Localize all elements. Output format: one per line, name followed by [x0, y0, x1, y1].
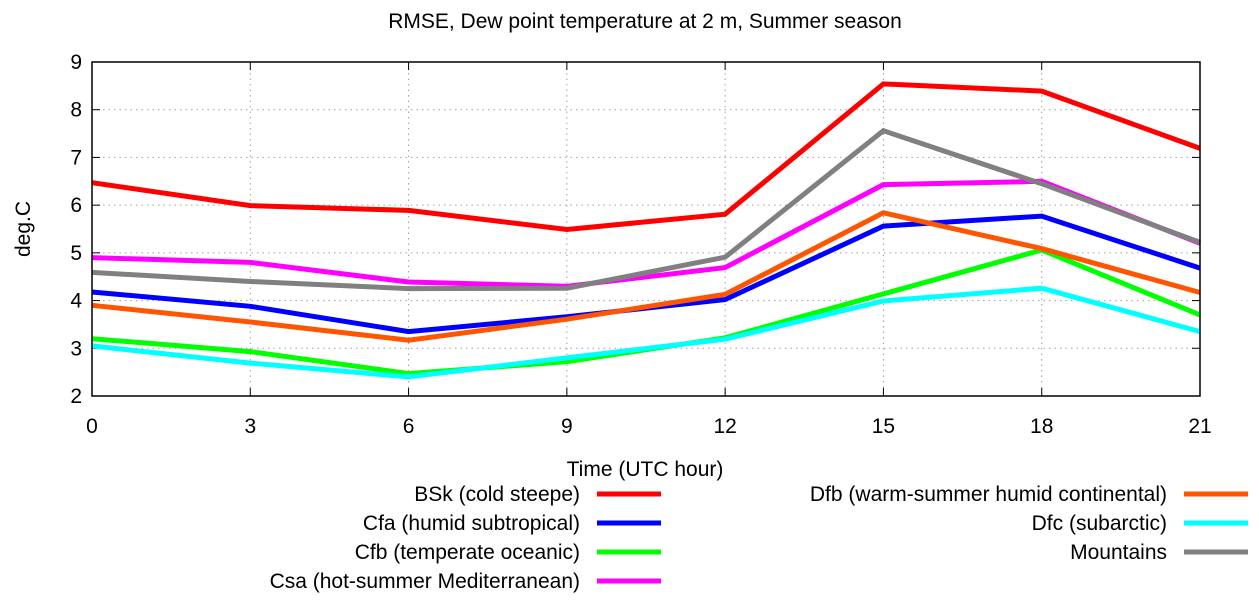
y-tick-label: 5 — [70, 242, 82, 265]
y-tick-label: 8 — [70, 99, 82, 122]
x-axis-label: Time (UTC hour) — [567, 458, 724, 481]
legend-label: Dfc (subarctic) — [1032, 512, 1167, 535]
grid-lines — [92, 62, 1200, 396]
series-line — [91, 247, 1201, 377]
legend-label: Cfa (humid subtropical) — [363, 512, 580, 535]
y-tick-label: 7 — [70, 146, 82, 169]
x-tick-label: 3 — [244, 415, 256, 438]
y-tick-labels: 2 3 4 5 6 7 8 9 — [70, 51, 82, 408]
legend-label: Cfb (temperate oceanic) — [355, 541, 580, 564]
x-tick-label: 18 — [1030, 415, 1053, 438]
legend-label: Dfb (warm-summer humid continental) — [810, 483, 1167, 506]
x-tick-label: 0 — [86, 415, 98, 438]
series-line — [91, 210, 1201, 343]
y-tick-label: 9 — [70, 51, 82, 74]
x-tick-label: 21 — [1188, 415, 1211, 438]
tick-marks — [91, 61, 1201, 397]
legend: BSk (cold steepe) Cfa (humid subtropical)… — [270, 483, 1248, 593]
plot-frame — [91, 61, 1201, 397]
series-lines — [91, 81, 1201, 380]
x-tick-labels: 0 3 6 9 12 15 18 21 — [86, 415, 1212, 438]
y-tick-label: 2 — [70, 385, 82, 408]
x-tick-label: 9 — [561, 415, 573, 438]
y-tick-label: 6 — [70, 194, 82, 217]
legend-label: Mountains — [1070, 541, 1167, 564]
series-line — [91, 127, 1201, 292]
series-line — [91, 285, 1201, 380]
y-axis-label: deg.C — [12, 201, 35, 257]
legend-label: Csa (hot-summer Mediterranean) — [270, 570, 580, 593]
legend-label: BSk (cold steepe) — [414, 483, 580, 506]
x-tick-label: 6 — [403, 415, 415, 438]
chart-title: RMSE, Dew point temperature at 2 m, Summ… — [388, 10, 902, 33]
series-line — [91, 178, 1201, 289]
y-tick-label: 3 — [70, 337, 82, 360]
x-tick-label: 12 — [713, 415, 736, 438]
y-tick-label: 4 — [70, 290, 82, 313]
series-line — [91, 81, 1201, 233]
x-tick-label: 15 — [872, 415, 895, 438]
